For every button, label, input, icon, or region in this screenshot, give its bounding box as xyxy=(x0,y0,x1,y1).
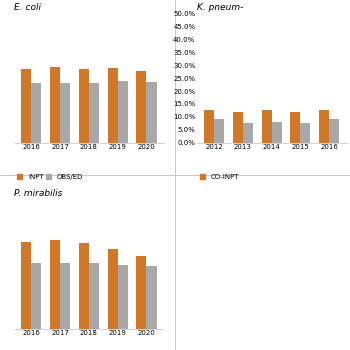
Bar xyxy=(31,262,41,329)
Bar xyxy=(60,83,70,142)
Bar xyxy=(107,68,118,142)
Bar xyxy=(89,83,99,142)
Bar xyxy=(300,122,310,142)
Bar xyxy=(79,69,89,142)
Legend: CO-INPT: CO-INPT xyxy=(200,174,239,180)
Text: K. pneum-: K. pneum- xyxy=(197,3,243,12)
Bar xyxy=(21,241,31,329)
Bar xyxy=(147,82,156,142)
Bar xyxy=(136,71,147,142)
Bar xyxy=(261,111,272,142)
Bar xyxy=(31,83,41,142)
Bar xyxy=(50,240,60,329)
Bar xyxy=(319,110,329,142)
Text: E. coli: E. coli xyxy=(14,3,41,12)
Bar xyxy=(290,112,300,142)
Bar xyxy=(21,69,31,142)
Bar xyxy=(118,81,128,142)
Bar xyxy=(136,256,147,329)
Bar xyxy=(107,249,118,329)
Bar xyxy=(118,265,128,329)
Bar xyxy=(50,67,60,142)
Bar xyxy=(329,119,339,142)
Text: P. mirabilis: P. mirabilis xyxy=(14,189,62,198)
Bar xyxy=(233,112,243,142)
Bar xyxy=(243,122,253,142)
Bar xyxy=(79,243,89,329)
Bar xyxy=(272,122,282,142)
Legend: INPT, OBS/ED: INPT, OBS/ED xyxy=(18,174,83,180)
Bar xyxy=(147,266,156,329)
Bar xyxy=(89,263,99,329)
Bar xyxy=(204,110,214,142)
Bar xyxy=(214,119,224,142)
Bar xyxy=(60,262,70,329)
